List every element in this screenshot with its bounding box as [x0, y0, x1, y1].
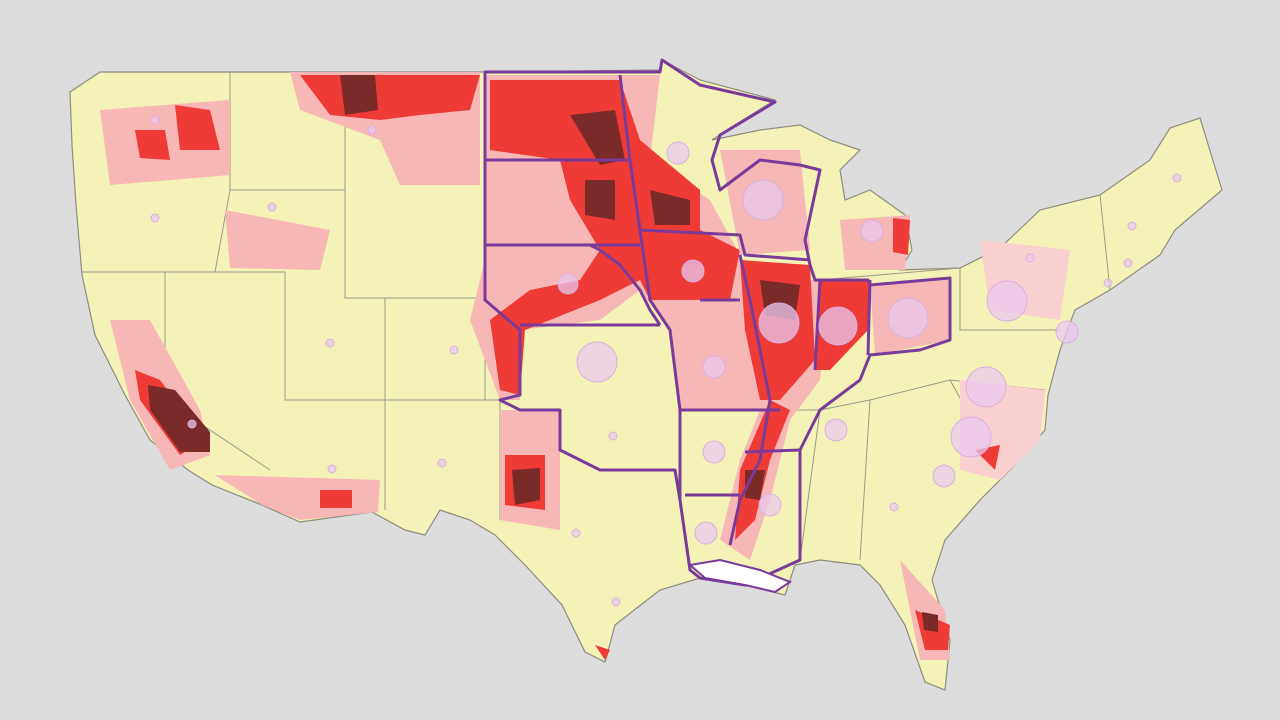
city-marker — [1055, 320, 1079, 344]
region-shade — [650, 190, 690, 225]
region-shade — [922, 612, 938, 632]
city-marker — [758, 302, 800, 344]
city-marker — [267, 202, 277, 212]
city-marker — [608, 431, 618, 441]
city-marker — [557, 273, 579, 295]
city-marker — [449, 345, 459, 355]
city-marker — [818, 306, 858, 346]
region-shade — [135, 130, 170, 160]
city-marker — [824, 418, 848, 442]
basin-outlines — [483, 58, 952, 587]
region-shade — [340, 75, 378, 115]
region-shade — [570, 110, 625, 165]
us-land — [69, 59, 1223, 691]
city-marker — [666, 141, 690, 165]
city-marker — [571, 528, 581, 538]
city-marker — [986, 280, 1028, 322]
basin-outline — [589, 243, 662, 326]
city-marker — [681, 259, 705, 283]
city-marker — [758, 493, 782, 517]
lake — [687, 558, 793, 594]
city-marker — [932, 464, 956, 488]
region-shade — [470, 75, 830, 560]
city-marker — [327, 464, 337, 474]
region-shade — [512, 468, 540, 505]
city-marker — [1025, 253, 1035, 263]
city-marker — [437, 458, 447, 468]
region-shade — [893, 218, 910, 255]
region-shade — [148, 385, 210, 452]
region-shade — [840, 215, 910, 270]
basin-outline — [483, 58, 952, 587]
city-marker — [1127, 221, 1137, 231]
city-marker — [187, 419, 197, 429]
city-marker — [1172, 173, 1182, 183]
basin-outline — [485, 74, 872, 546]
city-marker — [1103, 278, 1113, 288]
city-marker — [965, 366, 1007, 408]
city-marker — [860, 219, 884, 243]
city-marker — [576, 341, 618, 383]
region-shade — [320, 490, 352, 508]
region-shade — [215, 475, 380, 520]
shading — [100, 72, 1070, 660]
city-marker — [1123, 258, 1133, 268]
city-marker — [702, 440, 726, 464]
region-shade — [175, 105, 220, 150]
region-shade — [225, 210, 330, 270]
city-marker — [742, 179, 784, 221]
city-marker — [325, 338, 335, 348]
city-marker — [889, 502, 899, 512]
region-shade — [585, 180, 615, 220]
city-marker — [694, 521, 718, 545]
city-marker — [367, 125, 377, 135]
city-markers — [150, 115, 1182, 607]
city-marker — [150, 213, 160, 223]
city-marker — [950, 416, 992, 458]
region-shade — [595, 645, 610, 660]
city-marker — [702, 355, 726, 379]
city-marker — [611, 597, 621, 607]
city-marker — [150, 115, 160, 125]
city-marker — [887, 297, 929, 339]
